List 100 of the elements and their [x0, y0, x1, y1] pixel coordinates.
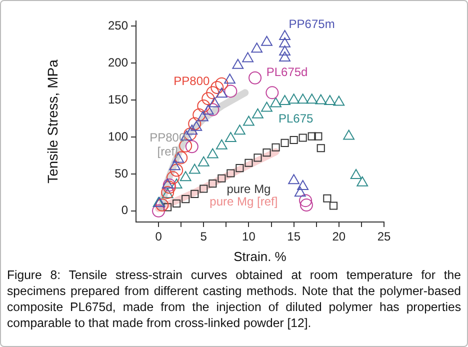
point — [215, 77, 228, 90]
point — [316, 144, 325, 152]
point — [185, 140, 198, 154]
point — [279, 95, 290, 106]
point — [197, 111, 208, 122]
point — [315, 94, 327, 104]
point — [206, 86, 220, 100]
point — [188, 164, 200, 174]
point — [356, 176, 368, 186]
y-tick-label: 50 — [114, 166, 128, 180]
point — [288, 94, 300, 104]
point — [324, 95, 336, 106]
series-label: pure Mg [ref] — [210, 194, 278, 208]
point — [156, 198, 169, 212]
point — [254, 154, 262, 162]
point — [190, 190, 199, 198]
point — [266, 86, 279, 100]
point — [279, 46, 290, 56]
point — [329, 202, 338, 210]
point — [182, 195, 190, 204]
point — [248, 71, 262, 84]
point — [190, 120, 202, 131]
point — [172, 199, 181, 208]
point — [208, 97, 220, 108]
y-tick-label: 0 — [121, 203, 128, 218]
x-tick-label: 25 — [377, 230, 391, 244]
point — [224, 84, 238, 98]
point — [186, 124, 198, 135]
point — [202, 104, 214, 115]
point — [232, 58, 244, 69]
point — [343, 130, 355, 140]
point — [306, 94, 318, 104]
x-axis-title: Strain. % — [234, 248, 287, 264]
point — [206, 148, 218, 158]
point — [279, 37, 290, 48]
point — [272, 143, 280, 152]
point — [242, 52, 254, 62]
point — [251, 42, 263, 53]
x-tick-label: 15 — [287, 230, 301, 244]
point — [288, 174, 300, 184]
series-label: PL675 — [278, 111, 314, 126]
point — [170, 178, 182, 189]
point — [216, 88, 228, 98]
x-tick-label: 5 — [200, 230, 208, 244]
point — [164, 203, 172, 212]
point — [198, 156, 210, 166]
point — [188, 117, 202, 130]
point — [192, 108, 206, 122]
y-tick-label: 150 — [108, 92, 128, 106]
point — [298, 134, 307, 142]
point — [170, 164, 184, 177]
point — [166, 171, 180, 184]
point — [297, 94, 309, 104]
point — [261, 102, 272, 112]
y-axis-title: Tensile Stress, MPa — [44, 59, 60, 184]
caption: Figure 8: Tensile stress-strain curves obtained at room temperature for the specimens prepared from different casting methods. Note that the polymer-based composite PL675d, made from the injection of diluted polymer has properties comparable to that made from cross-linked powder [12]. — [7, 267, 461, 331]
point — [262, 148, 271, 157]
point — [279, 51, 290, 62]
point — [297, 180, 309, 190]
point — [180, 171, 192, 182]
x-tick-label: 0 — [155, 230, 162, 244]
series-label: PL675d — [266, 65, 308, 80]
point — [197, 99, 210, 112]
point — [350, 168, 362, 179]
series-label: pure Mg — [226, 182, 271, 196]
point — [224, 74, 236, 84]
point — [162, 188, 174, 198]
point — [234, 124, 246, 135]
point — [236, 164, 244, 172]
x-tick-label: 10 — [242, 230, 256, 244]
point — [202, 92, 215, 106]
point — [261, 36, 272, 46]
point — [224, 132, 236, 142]
point — [299, 194, 312, 208]
point — [252, 108, 264, 118]
series-label: PP675m — [288, 16, 335, 31]
x-tick-label: 20 — [332, 230, 346, 244]
point — [243, 116, 254, 126]
point — [294, 186, 306, 197]
point — [290, 136, 298, 144]
point — [314, 132, 322, 140]
point — [162, 178, 174, 189]
point — [210, 81, 224, 94]
y-tick-label: 200 — [108, 55, 128, 70]
point — [226, 169, 235, 178]
point — [333, 96, 345, 106]
point — [200, 184, 208, 193]
y-tick-label: 250 — [108, 18, 128, 32]
point — [300, 198, 313, 212]
point — [152, 204, 166, 218]
point — [279, 30, 290, 40]
point — [216, 139, 228, 150]
point — [208, 180, 217, 188]
point — [270, 97, 282, 108]
point — [244, 158, 253, 167]
point — [218, 174, 226, 182]
y-tick-label: 100 — [108, 129, 128, 144]
series-label: PP800 — [174, 74, 210, 88]
point — [323, 194, 332, 202]
point — [308, 132, 316, 140]
